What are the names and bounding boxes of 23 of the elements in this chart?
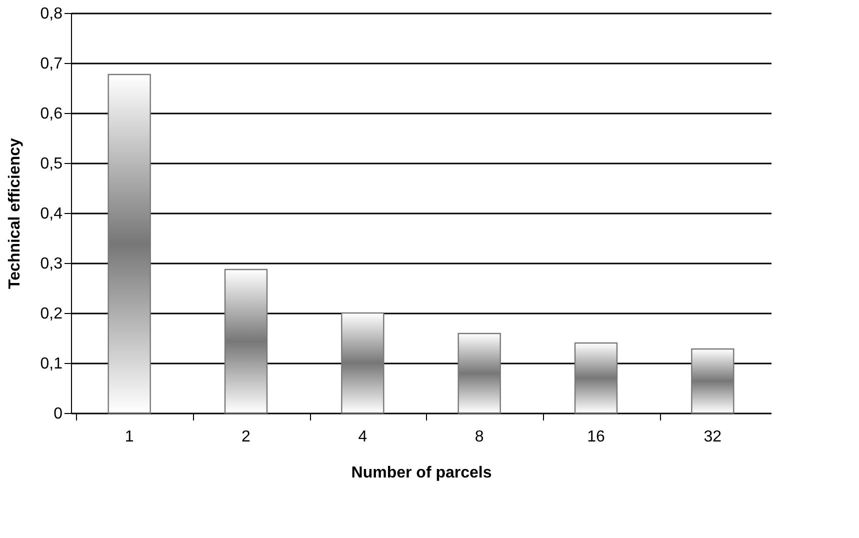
x-axis-title: Number of parcels — [351, 464, 492, 482]
y-tick-label: 0,1 — [40, 356, 63, 372]
bar — [108, 74, 151, 414]
x-tick-label: 32 — [704, 428, 722, 446]
y-tick-label: 0,7 — [40, 56, 63, 72]
x-tick-label: 8 — [474, 428, 484, 446]
y-tick-label: 0,8 — [40, 6, 63, 22]
x-tick-label: 2 — [242, 428, 251, 446]
y-tick-label: 0 — [54, 406, 63, 422]
bar — [341, 312, 384, 414]
y-tick-label: 0,6 — [40, 106, 63, 122]
bar — [574, 342, 618, 414]
y-tick-label: 0,4 — [40, 206, 63, 222]
x-tick-label: 1 — [124, 428, 134, 446]
y-tick-label: 0,5 — [40, 156, 63, 172]
bar — [691, 348, 734, 414]
y-axis-title: Technical efficiency — [6, 138, 24, 289]
bar — [458, 332, 501, 414]
bar — [224, 268, 268, 414]
x-tick-label: 4 — [358, 428, 368, 446]
x-tick-label: 16 — [587, 428, 605, 446]
y-tick-label: 0,3 — [40, 256, 63, 272]
y-tick-label: 0,2 — [40, 306, 63, 322]
